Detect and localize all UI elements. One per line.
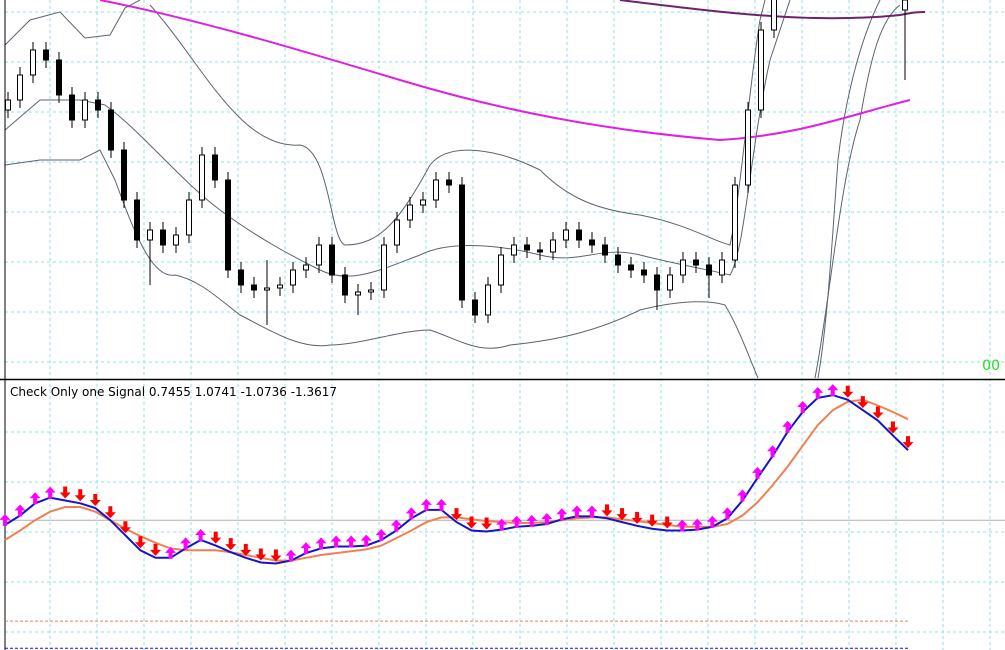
signal-arrow-down bbox=[255, 548, 267, 561]
signal-arrow-down bbox=[74, 489, 86, 502]
signal-arrow-up bbox=[0, 513, 11, 526]
signal-arrow-up bbox=[752, 466, 763, 479]
bollinger-middle bbox=[4, 0, 881, 379]
signal-arrow-down bbox=[466, 516, 478, 529]
signal-arrow-up bbox=[29, 492, 41, 505]
indicator-title: Check Only one Signal bbox=[10, 385, 145, 399]
signal-arrow-down bbox=[842, 385, 854, 398]
signal-arrow-down bbox=[872, 406, 884, 419]
signal-arrow-down bbox=[89, 493, 101, 506]
signal-arrow-up bbox=[285, 549, 297, 562]
bollinger-lower bbox=[4, 4, 901, 379]
signal-arrow-down bbox=[270, 549, 282, 562]
signal-arrow-up bbox=[435, 498, 447, 511]
signal-arrow-up bbox=[360, 534, 372, 547]
signal-arrow-down bbox=[631, 511, 643, 524]
candle-bodies-down bbox=[43, 49, 712, 316]
signal-arrow-down bbox=[661, 516, 673, 529]
signal-arrow-up bbox=[511, 515, 523, 528]
bollinger-upper bbox=[4, 0, 766, 246]
signal-arrow-up bbox=[165, 546, 177, 559]
signal-arrow-down bbox=[857, 396, 869, 409]
signal-arrow-up bbox=[496, 518, 508, 531]
signal-arrow-up bbox=[797, 401, 809, 414]
signal-arrow-up bbox=[721, 507, 733, 520]
signal-arrow-up bbox=[556, 508, 568, 521]
candle-bodies-up bbox=[5, 0, 908, 316]
signal-arrow-down bbox=[104, 506, 116, 519]
signal-arrow-up bbox=[390, 519, 402, 532]
indicator-value: 1.0741 bbox=[195, 385, 237, 399]
signal-arrow-up bbox=[345, 535, 357, 548]
signal-arrow-down bbox=[150, 543, 161, 556]
signal-arrow-up bbox=[330, 535, 342, 548]
indicator-value: -1.0736 bbox=[241, 385, 287, 399]
signal-arrow-down bbox=[134, 536, 146, 549]
signal-arrow-up bbox=[541, 512, 553, 525]
signal-arrow-up bbox=[706, 515, 718, 528]
indicator-value: -1.3617 bbox=[291, 385, 337, 399]
price-label: 00 bbox=[982, 358, 1000, 374]
signal-arrow-up bbox=[526, 514, 538, 527]
signal-arrow-up bbox=[767, 445, 779, 458]
moving-average bbox=[99, 0, 911, 142]
signal-arrow-up bbox=[44, 486, 56, 499]
price-pane: 00 bbox=[4, 0, 1000, 379]
signal-arrow-down bbox=[601, 504, 613, 517]
moving-average-long bbox=[619, 0, 926, 20]
signal-arrow-down bbox=[119, 521, 131, 534]
indicator-value: 0.7455 bbox=[149, 385, 191, 399]
signal-arrow-up bbox=[736, 489, 748, 502]
signal-arrow-down bbox=[481, 517, 493, 530]
signal-arrow-down bbox=[240, 543, 252, 556]
signal-arrow-up bbox=[691, 518, 703, 531]
grid bbox=[5, 0, 1005, 650]
signal-arrow-up bbox=[300, 542, 312, 555]
signal-arrow-down bbox=[902, 436, 914, 449]
signal-arrow-up bbox=[827, 384, 839, 397]
signal-arrow-down bbox=[451, 508, 462, 521]
signal-arrow-up bbox=[571, 505, 583, 518]
signal-arrow-down bbox=[646, 514, 658, 527]
signal-arrow-up bbox=[405, 507, 417, 520]
signal-arrow-down bbox=[616, 508, 628, 521]
signal-arrow-up bbox=[375, 528, 387, 541]
signal-arrow-down bbox=[225, 538, 237, 551]
signal-arrow-up bbox=[420, 498, 432, 511]
signal-arrow-up bbox=[180, 537, 192, 550]
signal-arrow-up bbox=[782, 420, 794, 433]
signal-arrow-up bbox=[315, 537, 327, 550]
signal-arrow-down bbox=[210, 531, 222, 544]
signal-arrow-up bbox=[195, 528, 207, 541]
indicator-header: Check Only one Signal 0.7455 1.0741 -1.0… bbox=[10, 385, 337, 399]
signal-arrow-down bbox=[887, 421, 899, 434]
signal-arrow-up bbox=[586, 505, 598, 518]
signal-arrow-down bbox=[59, 486, 71, 499]
signal-arrow-up bbox=[812, 386, 824, 399]
signal-arrow-up bbox=[676, 519, 688, 532]
signal-arrow-up bbox=[14, 504, 26, 517]
